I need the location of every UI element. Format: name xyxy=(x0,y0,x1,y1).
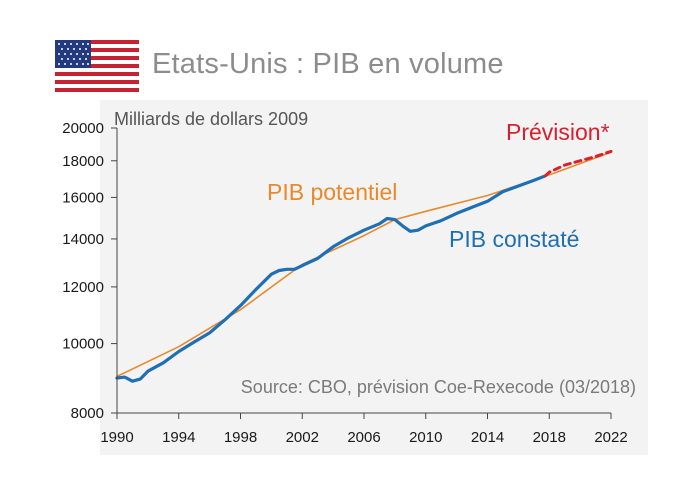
x-tick-label: 2014 xyxy=(471,429,504,446)
x-ticks: 1990 1994 1998 2002 2006 2010 2014 2018 2022 xyxy=(100,413,628,446)
us-flag-icon xyxy=(55,40,139,92)
series-label-observed: PIB constaté xyxy=(449,226,579,252)
series-line-forecast xyxy=(543,149,613,178)
y-ticks: 8000 10000 12000 14000 16000 18000 20000 xyxy=(62,120,117,422)
x-tick-label: 2002 xyxy=(286,429,319,446)
y-tick-label: 8000 xyxy=(71,405,104,422)
series-label-forecast: Prévision* xyxy=(506,119,610,145)
x-tick-label: 2018 xyxy=(533,429,566,446)
x-tick-label: 2010 xyxy=(409,429,442,446)
y-tick-label: 12000 xyxy=(62,279,104,296)
source-note: Source: CBO, prévision Coe-Rexecode (03/… xyxy=(241,377,636,397)
x-tick-label: 1994 xyxy=(162,429,195,446)
x-tick-label: 1998 xyxy=(224,429,257,446)
y-tick-label: 16000 xyxy=(62,189,104,206)
x-tick-label: 2006 xyxy=(347,429,380,446)
x-tick-label: 1990 xyxy=(100,429,133,446)
plot-lines xyxy=(115,149,613,383)
page-title: Etats-Unis : PIB en volume xyxy=(152,48,504,80)
y-tick-label: 18000 xyxy=(62,153,104,170)
x-tick-label: 2022 xyxy=(594,429,627,446)
chart-panel xyxy=(100,100,648,455)
y-axis-label: Milliards de dollars 2009 xyxy=(114,109,308,129)
y-tick-label: 10000 xyxy=(62,336,104,353)
series-line-observed xyxy=(115,174,548,383)
y-tick-label: 20000 xyxy=(62,120,104,137)
y-tick-label: 14000 xyxy=(62,231,104,248)
series-label-potential: PIB potentiel xyxy=(267,179,397,205)
